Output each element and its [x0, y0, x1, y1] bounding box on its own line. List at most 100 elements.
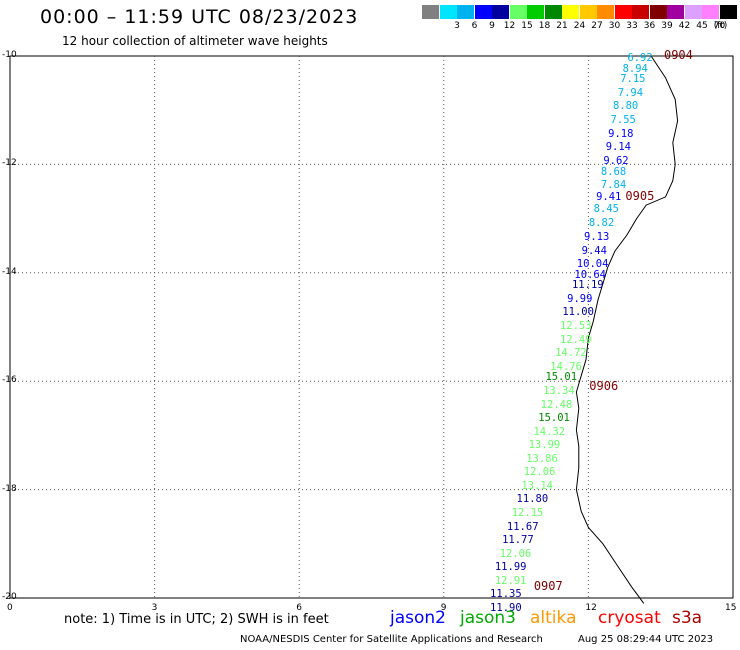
wave-height-label: 9.13 [584, 230, 610, 243]
colorbar-label: 36 [643, 21, 656, 31]
colorbar-label: 15 [521, 21, 533, 31]
wave-height-label: 6.92 [627, 51, 653, 64]
wave-height-label: 7.15 [620, 73, 646, 86]
wave-height-label: 12.91 [494, 574, 527, 587]
coastline [575, 55, 679, 604]
wave-height-label: 15.01 [538, 412, 570, 425]
x-tick-label: 0 [7, 603, 13, 613]
satellite-s3a: s3a [672, 608, 703, 628]
colorbar-swatch [509, 5, 527, 19]
y-tick-label: -10 [2, 50, 17, 60]
satellite-jason3: jason3 [460, 608, 516, 628]
colorbar-label: 70 [713, 21, 726, 31]
wave-height-label: 14.76 [550, 360, 582, 373]
wave-height-label: 12.15 [511, 506, 544, 519]
colorbar-label: 9 [489, 21, 495, 31]
y-tick-label: -16 [2, 375, 17, 386]
wave-height-label: 13.99 [528, 439, 561, 452]
wave-height-label: 10.04 [576, 257, 609, 270]
wave-height-label: 9.41 [596, 191, 622, 203]
y-tick-label: -12 [2, 158, 17, 169]
wave-height-label: 8.82 [588, 217, 615, 230]
wave-height-label: 9.44 [581, 245, 607, 258]
wave-height-label: 12.53 [559, 320, 592, 332]
colorbar-label: 33 [626, 21, 638, 31]
wave-height-label: 7.94 [617, 86, 644, 99]
wave-height-label: 14.72 [555, 347, 587, 360]
wave-height-label: 11.00 [562, 306, 594, 319]
colorbar-label: 12 [503, 21, 516, 31]
date-marker-label: 0907 [533, 579, 563, 594]
colorbar-swatch [702, 5, 719, 19]
colorbar-swatch [544, 5, 562, 19]
wave-height-label: 11.19 [571, 279, 604, 292]
wave-height-label: 8.80 [612, 100, 639, 113]
x-tick-label: 6 [296, 603, 302, 613]
colorbar-swatch [719, 5, 737, 19]
wave-height-label: 11.35 [490, 588, 522, 601]
wave-height-label: 9.18 [608, 127, 634, 140]
map-title: 00:00 – 11:59 UTC 08/23/2023 [40, 6, 359, 28]
colorbar-swatch [474, 5, 492, 19]
wave-height-label: 13.34 [543, 385, 575, 398]
colorbar-label: 30 [608, 21, 621, 31]
colorbar-label: 21 [556, 21, 568, 31]
colorbar-swatch [684, 5, 702, 19]
colorbar-label: 6 [471, 21, 478, 31]
colorbar-swatch [439, 5, 457, 19]
colorbar-swatch [649, 5, 667, 19]
x-tick-label: 9 [440, 603, 447, 613]
colorbar-label: 18 [538, 21, 551, 31]
wave-height-label: 9.14 [605, 141, 632, 154]
colorbar-label: 45 [696, 21, 708, 31]
y-tick-label: -14 [2, 266, 17, 277]
wave-height-label: 8.45 [593, 203, 619, 216]
colorbar-label: 39 [661, 21, 673, 31]
y-tick-label: -20 [2, 592, 17, 602]
generation-timestamp: Aug 25 08:29:44 UTC 2023 [578, 634, 714, 645]
colorbar-unit: (ft) [713, 21, 728, 31]
wave-height-label: 13.14 [521, 479, 553, 492]
date-marker-label: 0905 [625, 188, 655, 203]
wave-height-label: 12.06 [499, 547, 532, 560]
plot-frame [9, 55, 734, 599]
wave-height-label: 15.01 [545, 371, 578, 384]
satellite-altika: altika [530, 608, 577, 628]
wave-height-label: 14.32 [533, 425, 566, 438]
colorbar-swatch [492, 5, 509, 19]
x-tick-label: 12 [585, 603, 597, 613]
map-subtitle: 12 hour collection of altimeter wave hei… [62, 34, 328, 48]
colorbar-swatch [632, 5, 649, 19]
colorbar-swatch [527, 5, 544, 19]
colorbar-swatch [562, 5, 579, 19]
colorbar-swatch [422, 5, 439, 19]
wave-height-label: 9.99 [567, 292, 593, 305]
wave-height-label: 13.86 [526, 452, 558, 465]
wave-height-label: 9.62 [603, 154, 629, 167]
colorbar-label: 42 [678, 21, 691, 31]
y-tick-label: -18 [2, 483, 17, 494]
colorbar-swatch [457, 5, 474, 19]
wave-height-label: 11.77 [502, 534, 534, 547]
wave-height-label: 8.68 [600, 165, 627, 178]
wave-height-label: 12.48 [540, 398, 573, 411]
credit-text: NOAA/NESDIS Center for Satellite Applica… [240, 634, 543, 645]
wave-height-label: 11.90 [490, 601, 522, 614]
colorbar-label: 3 [454, 21, 460, 31]
colorbar-label: 27 [591, 21, 603, 31]
date-marker-label: 0906 [589, 378, 619, 393]
colorbar-swatch [614, 5, 632, 19]
wave-height-label: 7.84 [600, 179, 627, 192]
wave-height-label: 11.67 [506, 520, 539, 533]
wave-height-label: 11.99 [494, 561, 527, 574]
colorbar-swatch [597, 5, 614, 19]
wave-height-label: 12.06 [523, 466, 556, 479]
wave-height-label: 8.94 [622, 62, 648, 75]
colorbar-label: 24 [573, 21, 586, 31]
x-tick-label: 15 [725, 603, 737, 613]
date-marker-label: 0904 [663, 48, 693, 62]
colorbar-swatch [667, 5, 684, 19]
x-tick-label: 3 [151, 603, 158, 613]
wave-height-label: 7.55 [610, 114, 636, 127]
